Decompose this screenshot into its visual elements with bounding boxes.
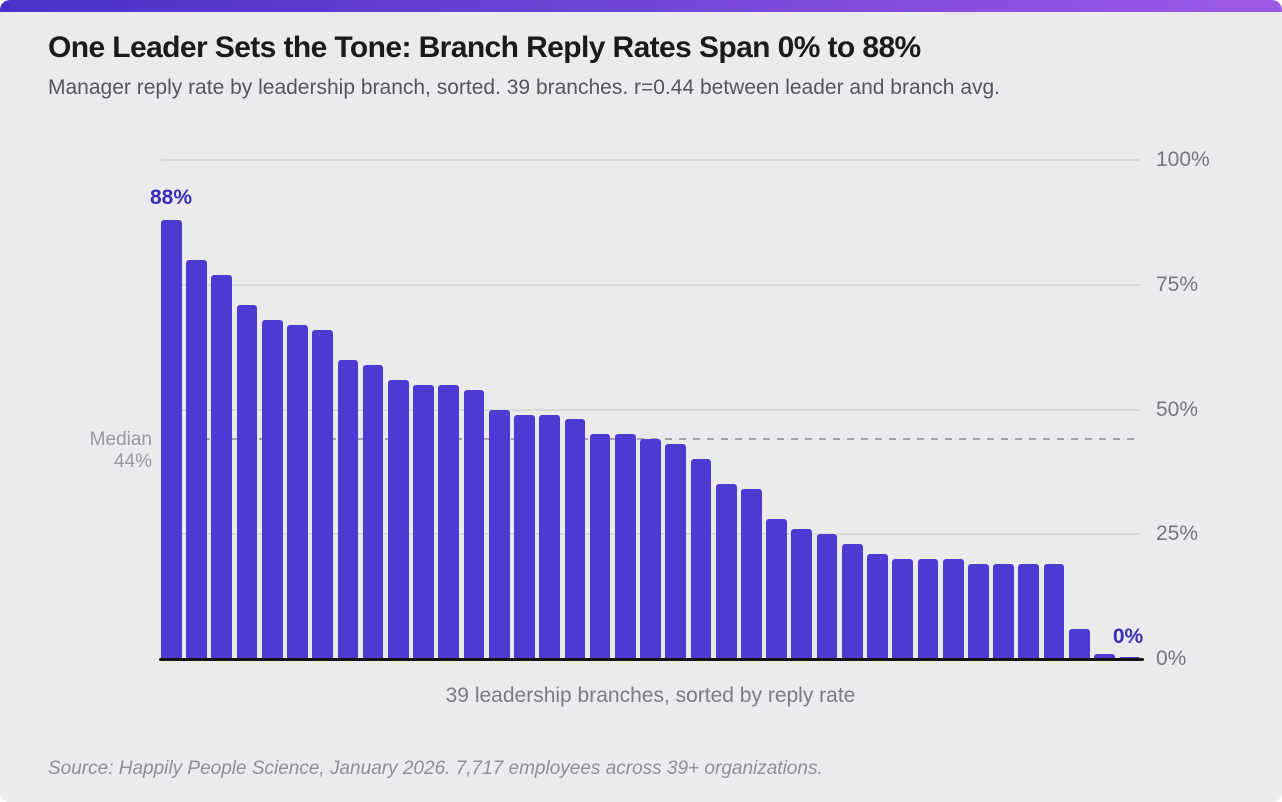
bar (413, 384, 434, 659)
y-axis-tick-label: 75% (1156, 272, 1199, 296)
bar (1043, 564, 1065, 659)
y-axis-tick-label: 100% (1156, 148, 1210, 171)
bar (589, 434, 611, 659)
source-note: Source: Happily People Science, January … (48, 758, 823, 779)
bar (816, 534, 838, 659)
bar (841, 544, 863, 659)
bar (539, 414, 560, 659)
bar (186, 259, 207, 659)
x-axis-label: 39 leadership branches, sorted by reply … (445, 684, 856, 707)
bar (463, 389, 485, 659)
bar (438, 384, 460, 659)
median-annotation-line2: 44% (113, 451, 152, 472)
last-bar-value-label: 0% (1112, 625, 1144, 648)
bar (917, 559, 939, 659)
bar (665, 444, 687, 659)
y-axis-tick-label: 50% (1156, 397, 1199, 421)
chart-subtitle: Manager reply rate by leadership branch,… (48, 76, 1001, 99)
bar (287, 324, 308, 659)
y-axis-tick-label: 25% (1156, 522, 1199, 546)
bar (514, 414, 535, 659)
bar (1094, 654, 1115, 659)
bar (867, 554, 888, 659)
first-bar-value-label: 88% (149, 186, 193, 209)
accent-gradient-bar (0, 0, 1282, 12)
bar (488, 409, 510, 659)
gridline-50 (161, 408, 1140, 411)
bar (614, 434, 636, 659)
bar (791, 529, 813, 659)
bar-series (161, 160, 1141, 659)
y-axis-tick-label: 0% (1156, 647, 1187, 670)
bar (564, 419, 586, 659)
bar (1119, 656, 1141, 659)
bar (640, 439, 661, 659)
gridline-100 (161, 159, 1140, 161)
x-axis-line (159, 658, 1144, 661)
median-annotation-line1: Median (89, 429, 152, 450)
bar (312, 329, 334, 659)
bar (741, 489, 762, 659)
bar (362, 364, 384, 659)
bar (993, 564, 1014, 659)
median-dashed-line (161, 438, 1140, 441)
bar (766, 519, 787, 659)
bar (1018, 564, 1040, 659)
bar (236, 304, 258, 659)
bar (1068, 629, 1090, 659)
gridline-75 (161, 283, 1140, 286)
bar (968, 564, 989, 659)
bar (261, 319, 283, 659)
bar (690, 459, 712, 659)
bar (715, 484, 737, 659)
bar (161, 219, 182, 659)
bar (892, 559, 914, 659)
bar (337, 359, 359, 659)
bar (942, 559, 964, 659)
bar (211, 274, 233, 659)
plot-area (159, 159, 1144, 661)
median-annotation: Median 44% (58, 429, 152, 473)
chart-title: One Leader Sets the Tone: Branch Reply R… (48, 31, 921, 64)
bar (387, 379, 409, 659)
